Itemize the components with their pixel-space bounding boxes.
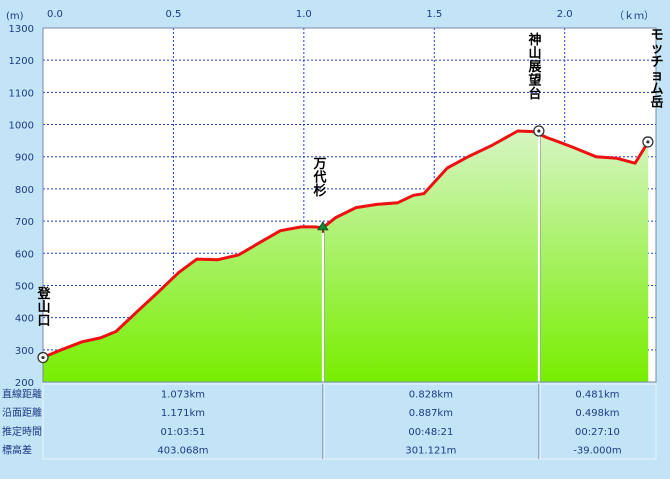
x-axis: 0.0 0.5 1.0 1.5 2.0: [47, 9, 573, 20]
profile-line: [42, 129, 650, 359]
waypoint-label-char: 代: [312, 170, 326, 186]
waypoint-label-char: 山: [528, 46, 541, 62]
waypoint-poles: [321, 130, 541, 382]
waypoint-label-char: ム: [650, 82, 663, 97]
table-body: [42, 383, 657, 460]
plot-border: [42, 27, 657, 383]
x-tick-label: 2.0: [557, 9, 573, 20]
table-cell: -39.000m: [573, 446, 621, 457]
waypoint-label-char: 登: [36, 286, 51, 302]
waypoint-label: 登山口: [36, 286, 51, 329]
table-cell: 1.171km: [161, 408, 205, 419]
table-cell: 00:27:10: [575, 427, 620, 438]
waypoint-label-char: 展: [528, 60, 542, 75]
waypoint-label-char: ョ: [650, 69, 663, 84]
y-tick-label: 800: [15, 185, 34, 196]
table-cell: 00:48:21: [408, 427, 453, 438]
waypoint-label: モッチョム岳: [650, 28, 663, 111]
y-tick-label: 900: [15, 153, 34, 164]
y-tick-label: 500: [15, 281, 34, 292]
y-tick-label: 700: [15, 217, 34, 228]
waypoint-label-char: 杉: [313, 183, 326, 199]
table-cell: 403.068m: [157, 446, 208, 457]
y-tick-label: 1000: [9, 121, 34, 132]
waypoint-label: 神山展望台: [528, 32, 542, 102]
segment-table: 直線距離 1.073km 0.828km 0.481km 沿面距離 1.171km 0.88…: [2, 383, 657, 460]
y-tick-label: 1300: [9, 24, 34, 35]
waypoint-label-char: チ: [650, 55, 663, 70]
waypoint-label-char: ッ: [650, 42, 663, 57]
table-cell: 0.887km: [409, 408, 453, 419]
x-unit-label: （ｋｍ）: [614, 10, 654, 22]
waypoint-dot: [646, 140, 650, 144]
x-tick-label: 1.5: [426, 9, 442, 20]
table-cell: 1.073km: [161, 389, 205, 400]
waypoint-dot: [41, 355, 45, 360]
tree-trunk: [321, 229, 324, 233]
table-cell: 01:03:51: [160, 427, 205, 438]
waypoint-dot: [537, 129, 541, 133]
y-tick-label: 1100: [9, 88, 34, 99]
waypoint-label-char: 望: [528, 73, 541, 89]
y-tick-label: 600: [15, 249, 34, 260]
waypoint-markers: [37, 125, 654, 364]
y-tick-label: 400: [15, 314, 34, 325]
waypoint-label-char: 山: [37, 300, 50, 316]
waypoint-label: 万代杉: [312, 157, 326, 199]
table-cell: 301.121m: [405, 446, 456, 457]
table-row-label: 標高差: [2, 444, 32, 457]
table-row-label: 沿面距離: [2, 406, 42, 419]
table-cell: 0.481km: [575, 389, 619, 400]
x-tick-label: 1.0: [296, 9, 312, 20]
table-row-label: 推定時間: [2, 425, 42, 438]
y-tick-label: 1200: [9, 56, 34, 67]
waypoint-label-char: 岳: [650, 96, 663, 111]
table-cell: 0.498km: [575, 408, 619, 419]
x-tick-label: 0.0: [47, 9, 63, 20]
x-tick-label: 0.5: [165, 9, 181, 20]
waypoint-label-char: 口: [37, 314, 50, 329]
profile-area-fill: [43, 131, 649, 382]
waypoint-label-char: モ: [650, 28, 663, 43]
y-tick-label: 200: [15, 378, 34, 389]
y-unit-label: (m): [6, 11, 24, 22]
table-row-label: 直線距離: [2, 387, 42, 400]
waypoint-label-char: 神: [528, 32, 541, 48]
waypoint-label-char: 台: [528, 86, 541, 102]
waypoint-label-char: 万: [312, 157, 326, 172]
y-axis: 200 300 400 500 600 700 800 900 1000 1100 1200 1300: [9, 24, 34, 389]
table-cell: 0.828km: [409, 389, 453, 400]
y-tick-label: 300: [15, 346, 34, 357]
